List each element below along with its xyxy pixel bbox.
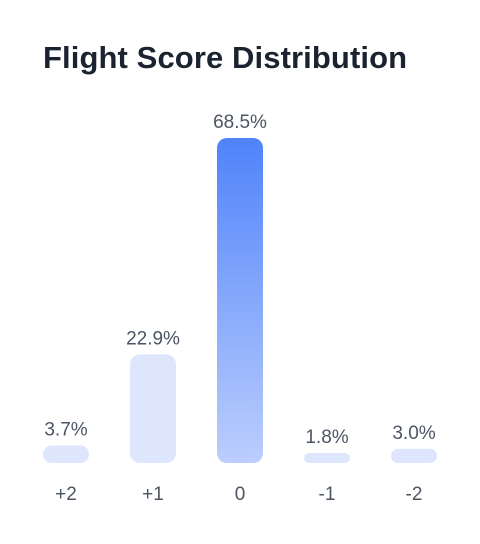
value-label--1: 1.8% (305, 427, 348, 448)
bars-group (43, 138, 437, 463)
chart-title: Flight Score Distribution (43, 40, 408, 75)
category-labels-group: +2 +1 0 -1 -2 (55, 484, 422, 505)
value-labels-group: 3.7% 22.9% 68.5% 1.8% 3.0% (44, 112, 435, 448)
value-label-+1: 22.9% (126, 328, 180, 349)
bar--1 (304, 453, 350, 463)
bar--2 (391, 448, 437, 463)
bar-0 (217, 138, 263, 463)
category-label--2: -2 (406, 484, 423, 505)
value-label--2: 3.0% (392, 423, 435, 444)
category-label-+1: +1 (142, 484, 164, 505)
category-label-0: 0 (235, 484, 246, 505)
value-label-+2: 3.7% (44, 419, 87, 440)
category-label-+2: +2 (55, 484, 77, 505)
category-label--1: -1 (319, 484, 336, 505)
bar-+2 (43, 445, 89, 463)
value-label-0: 68.5% (213, 112, 267, 133)
bar-+1 (130, 354, 176, 463)
